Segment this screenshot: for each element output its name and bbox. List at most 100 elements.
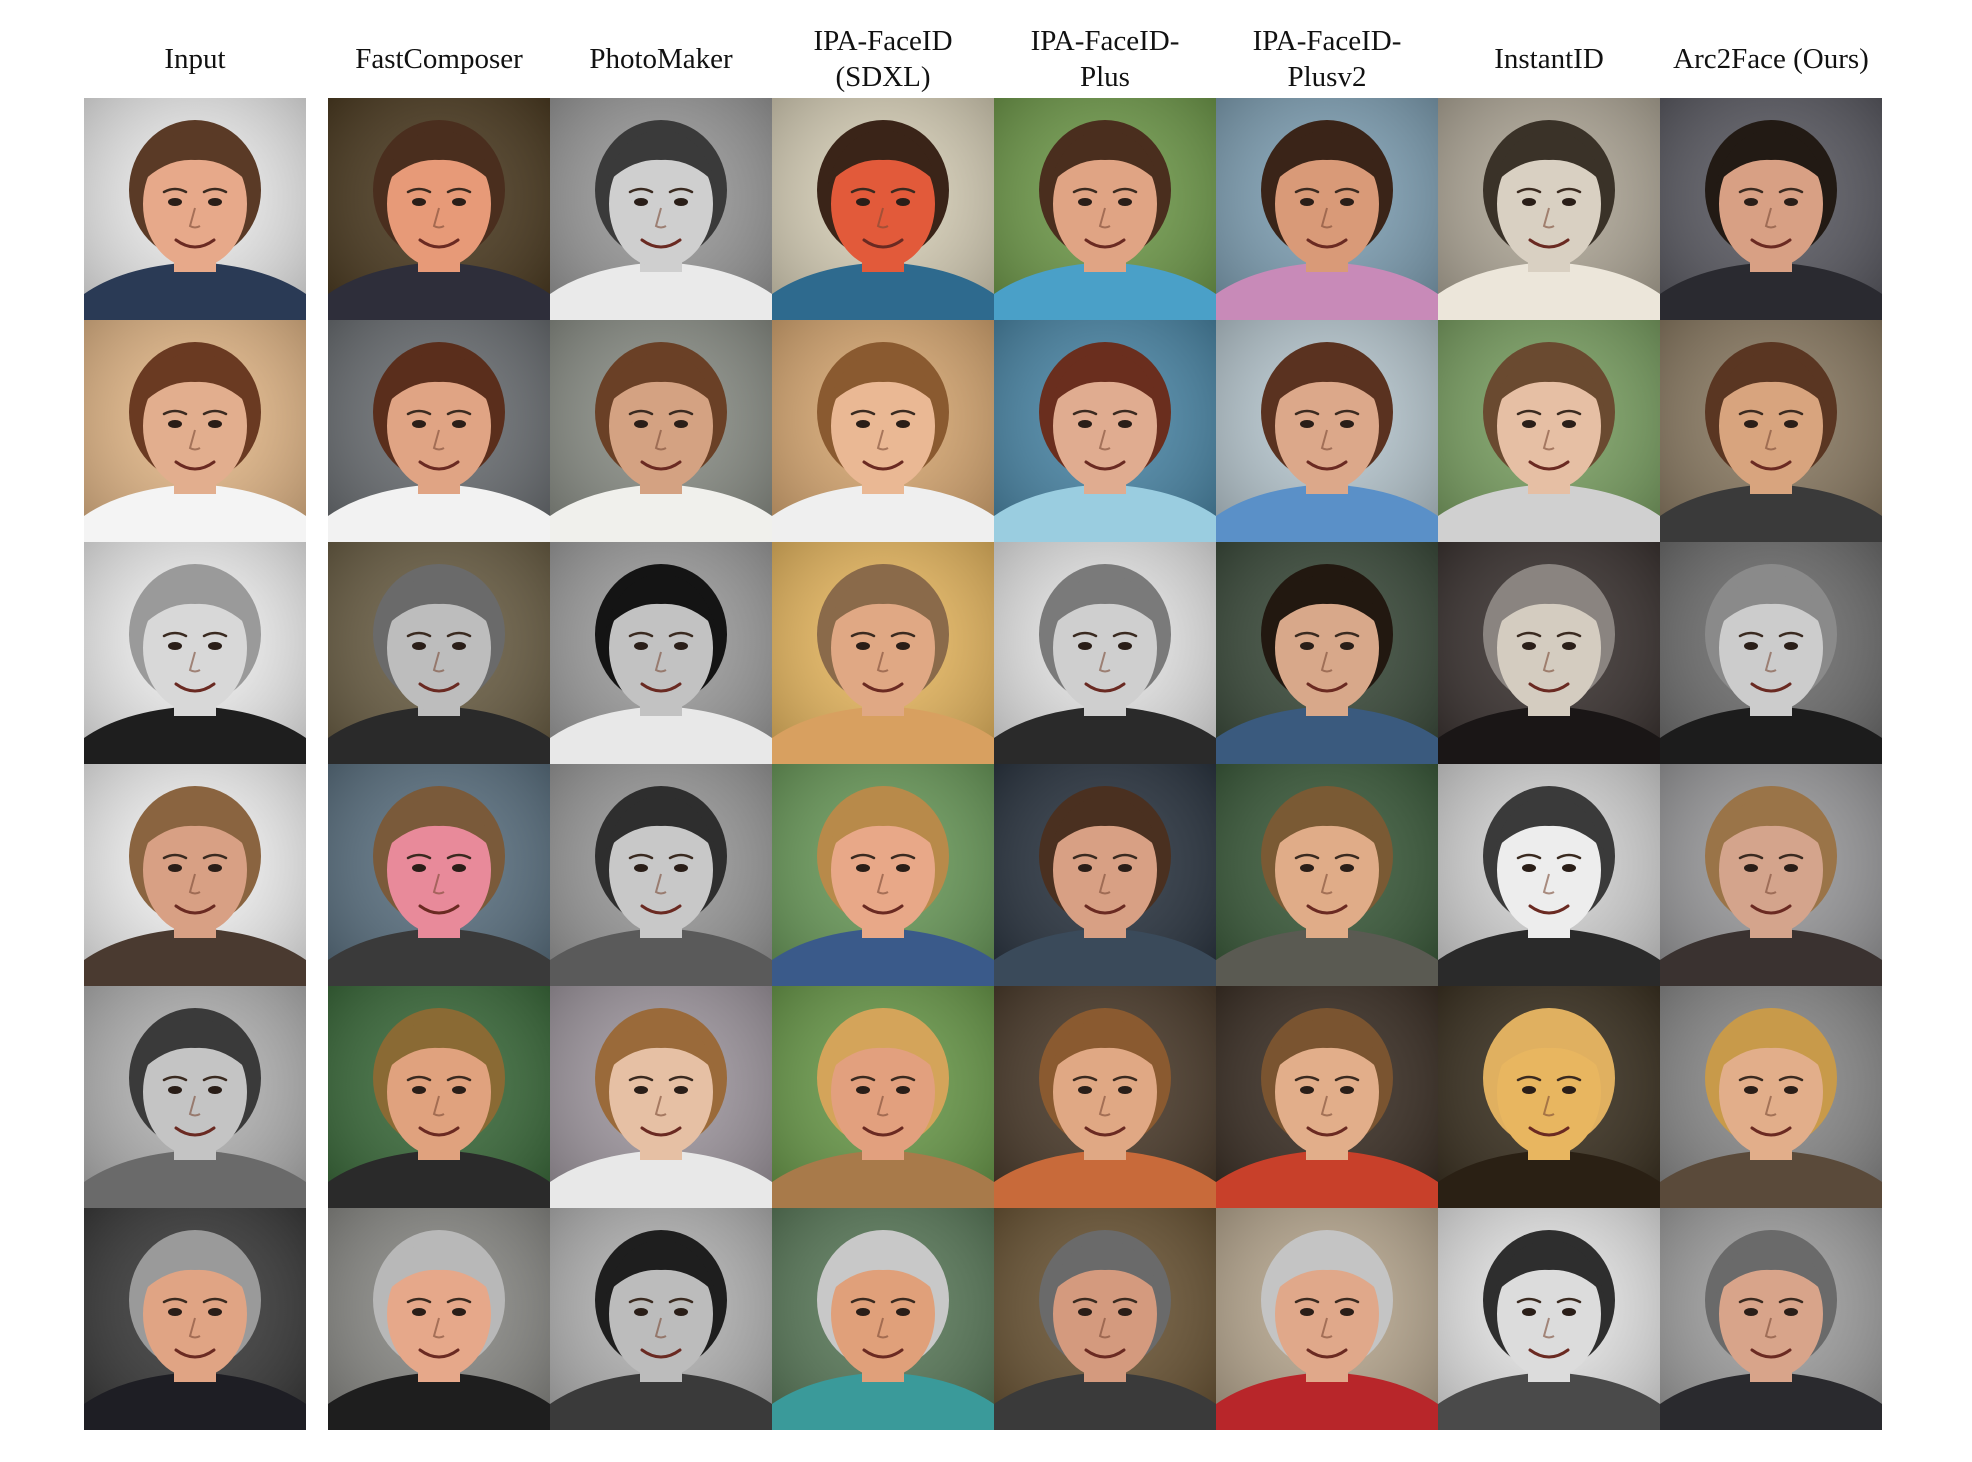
face-image-row5-photomaker: [550, 986, 772, 1208]
face-image-row3-instantid: [1438, 542, 1660, 764]
face-image-row3-arc2face-ours: [1660, 542, 1882, 764]
face-image-row5-input: [84, 986, 306, 1208]
face-image-row6-input: [84, 1208, 306, 1430]
face-portrait: [1216, 764, 1438, 986]
face-image-row4-ipa-faceid-sdxl: [772, 764, 994, 986]
face-portrait: [328, 986, 550, 1208]
face-portrait: [550, 764, 772, 986]
face-portrait: [1216, 98, 1438, 320]
face-image-row6-arc2face-ours: [1660, 1208, 1882, 1430]
face-portrait: [994, 542, 1216, 764]
face-image-row3-ipa-faceid-plus: [994, 542, 1216, 764]
face-image-row1-ipa-faceid-sdxl: [772, 98, 994, 320]
face-image-row2-photomaker: [550, 320, 772, 542]
face-portrait: [1660, 986, 1882, 1208]
face-portrait: [550, 98, 772, 320]
face-portrait: [84, 542, 306, 764]
face-portrait: [772, 98, 994, 320]
face-portrait: [1438, 542, 1660, 764]
face-image-row4-input: [84, 764, 306, 986]
face-image-row3-ipa-faceid-plusv2: [1216, 542, 1438, 764]
face-portrait: [772, 1208, 994, 1430]
face-image-row3-ipa-faceid-sdxl: [772, 542, 994, 764]
face-image-row5-ipa-faceid-sdxl: [772, 986, 994, 1208]
face-image-row2-fastcomposer: [328, 320, 550, 542]
face-portrait: [328, 320, 550, 542]
face-portrait: [1438, 1208, 1660, 1430]
face-portrait: [550, 320, 772, 542]
face-image-row5-instantid: [1438, 986, 1660, 1208]
face-image-row6-photomaker: [550, 1208, 772, 1430]
face-portrait: [1438, 764, 1660, 986]
face-portrait: [84, 98, 306, 320]
face-image-row1-ipa-faceid-plusv2: [1216, 98, 1438, 320]
face-image-row1-fastcomposer: [328, 98, 550, 320]
face-image-row4-fastcomposer: [328, 764, 550, 986]
column-header-photomaker: PhotoMaker: [589, 43, 733, 75]
face-portrait: [1216, 986, 1438, 1208]
face-portrait: [994, 320, 1216, 542]
face-portrait: [1216, 320, 1438, 542]
face-image-row2-ipa-faceid-plus: [994, 320, 1216, 542]
face-image-row6-fastcomposer: [328, 1208, 550, 1430]
face-image-row1-arc2face-ours: [1660, 98, 1882, 320]
face-portrait: [1660, 542, 1882, 764]
face-image-row6-instantid: [1438, 1208, 1660, 1430]
face-portrait: [1660, 320, 1882, 542]
face-portrait: [994, 986, 1216, 1208]
face-image-row6-ipa-faceid-sdxl: [772, 1208, 994, 1430]
face-portrait: [84, 764, 306, 986]
face-portrait: [84, 320, 306, 542]
face-portrait: [994, 764, 1216, 986]
face-image-row3-fastcomposer: [328, 542, 550, 764]
face-portrait: [1438, 98, 1660, 320]
face-image-row4-photomaker: [550, 764, 772, 986]
face-image-row5-fastcomposer: [328, 986, 550, 1208]
face-portrait: [772, 320, 994, 542]
face-portrait: [328, 542, 550, 764]
face-portrait: [772, 542, 994, 764]
face-portrait: [328, 1208, 550, 1430]
face-image-row5-ipa-faceid-plusv2: [1216, 986, 1438, 1208]
face-image-row2-arc2face-ours: [1660, 320, 1882, 542]
face-image-row2-instantid: [1438, 320, 1660, 542]
column-header-arc2face-ours: Arc2Face (Ours): [1673, 43, 1869, 75]
face-portrait: [772, 764, 994, 986]
face-image-row1-photomaker: [550, 98, 772, 320]
column-header-input: Input: [164, 43, 226, 75]
face-portrait: [550, 986, 772, 1208]
column-header-ipa-faceid-plusv2: IPA-FaceID- Plusv2: [1252, 25, 1402, 93]
face-portrait: [550, 1208, 772, 1430]
face-portrait: [994, 98, 1216, 320]
face-portrait: [84, 1208, 306, 1430]
face-image-row2-ipa-faceid-plusv2: [1216, 320, 1438, 542]
face-image-row5-arc2face-ours: [1660, 986, 1882, 1208]
face-image-row1-input: [84, 98, 306, 320]
face-portrait: [994, 1208, 1216, 1430]
face-portrait: [550, 542, 772, 764]
face-image-row4-arc2face-ours: [1660, 764, 1882, 986]
face-portrait: [1660, 1208, 1882, 1430]
face-image-row4-instantid: [1438, 764, 1660, 986]
face-portrait: [1438, 986, 1660, 1208]
face-image-row4-ipa-faceid-plusv2: [1216, 764, 1438, 986]
face-image-row2-ipa-faceid-sdxl: [772, 320, 994, 542]
face-portrait: [1216, 1208, 1438, 1430]
face-image-row4-ipa-faceid-plus: [994, 764, 1216, 986]
column-header-ipa-faceid-sdxl: IPA-FaceID (SDXL): [813, 25, 953, 93]
face-image-row6-ipa-faceid-plus: [994, 1208, 1216, 1430]
column-header-ipa-faceid-plus: IPA-FaceID- Plus: [1030, 25, 1180, 93]
face-image-row5-ipa-faceid-plus: [994, 986, 1216, 1208]
face-portrait: [1660, 98, 1882, 320]
face-image-row1-ipa-faceid-plus: [994, 98, 1216, 320]
face-portrait: [1660, 764, 1882, 986]
face-portrait: [1216, 542, 1438, 764]
face-portrait: [328, 764, 550, 986]
face-image-row2-input: [84, 320, 306, 542]
face-image-row1-instantid: [1438, 98, 1660, 320]
column-header-fastcomposer: FastComposer: [355, 43, 523, 75]
face-portrait: [328, 98, 550, 320]
column-header-instantid: InstantID: [1494, 43, 1604, 75]
face-portrait: [1438, 320, 1660, 542]
